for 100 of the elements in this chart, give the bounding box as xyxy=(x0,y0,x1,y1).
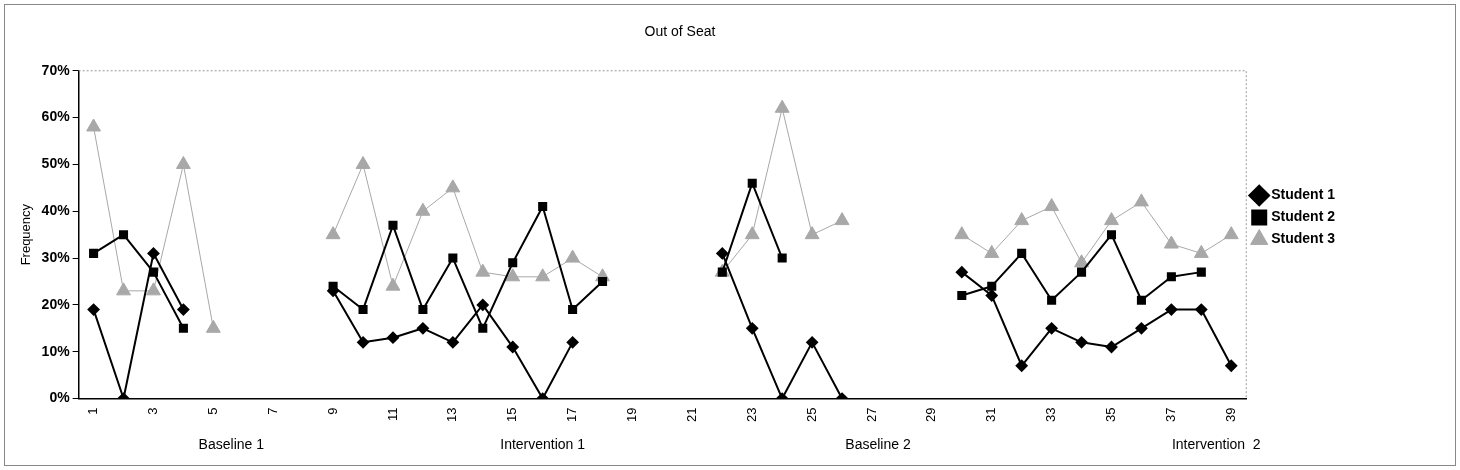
point xyxy=(716,247,729,260)
point xyxy=(1104,212,1119,226)
point xyxy=(1105,341,1118,354)
point xyxy=(505,268,521,282)
x-tick-label: 1 xyxy=(85,407,101,415)
point xyxy=(87,303,100,316)
point xyxy=(1015,359,1028,372)
point xyxy=(1135,322,1148,335)
point xyxy=(418,305,428,315)
y-tick-label: 70% xyxy=(41,61,71,78)
point xyxy=(1075,336,1088,349)
point xyxy=(147,247,160,260)
point xyxy=(1044,198,1060,212)
y-tick-label: 0% xyxy=(49,389,71,406)
point xyxy=(506,341,519,354)
x-tick-label: 9 xyxy=(324,407,340,415)
point xyxy=(355,155,371,169)
point xyxy=(1166,272,1176,282)
point xyxy=(806,336,819,349)
point xyxy=(415,202,431,216)
x-tick-label: 39 xyxy=(1222,407,1238,423)
point xyxy=(89,248,99,258)
x-tick-label: 33 xyxy=(1043,407,1059,423)
point xyxy=(416,322,429,335)
legend-label: Student 2 xyxy=(1271,208,1336,225)
x-tick-label: 37 xyxy=(1162,407,1178,423)
point xyxy=(1047,295,1057,305)
x-tick-label: 29 xyxy=(923,407,939,423)
y-tick-label: 10% xyxy=(41,342,71,359)
point xyxy=(538,202,548,212)
x-tick-label: 13 xyxy=(444,407,460,423)
point xyxy=(777,253,787,263)
x-tick-label: 17 xyxy=(564,407,580,423)
x-tick-label: 15 xyxy=(504,407,520,423)
x-tick-label: 21 xyxy=(683,407,699,423)
x-tick-label: 27 xyxy=(863,407,879,423)
y-tick-label: 60% xyxy=(41,108,71,125)
point xyxy=(1045,322,1058,335)
x-tick-label: 23 xyxy=(743,407,759,423)
point xyxy=(118,230,129,240)
point xyxy=(804,226,820,240)
point xyxy=(325,226,341,240)
x-tick-label: 3 xyxy=(145,407,161,415)
point xyxy=(1165,303,1178,316)
point xyxy=(445,179,461,193)
point xyxy=(1074,254,1089,268)
point xyxy=(116,282,131,296)
point xyxy=(1014,212,1030,226)
point xyxy=(358,305,368,315)
y-tick-label: 50% xyxy=(41,155,71,172)
y-tick-label: 20% xyxy=(41,295,71,312)
point xyxy=(598,276,608,287)
legend-label: Student 3 xyxy=(1271,230,1336,247)
point xyxy=(177,303,190,316)
point xyxy=(475,263,491,277)
point xyxy=(1106,230,1117,240)
y-tick-label: 30% xyxy=(41,248,71,265)
point xyxy=(1195,303,1208,316)
point xyxy=(955,266,968,279)
point xyxy=(954,226,970,240)
point xyxy=(386,331,399,344)
x-tick-label: 5 xyxy=(204,407,220,415)
point xyxy=(508,258,518,268)
x-tick-label: 31 xyxy=(983,407,999,423)
point xyxy=(178,323,188,333)
point xyxy=(385,277,401,291)
y-tick-label: 40% xyxy=(41,202,71,219)
text: Baseline 1 xyxy=(198,436,265,453)
point xyxy=(535,268,551,282)
point xyxy=(1193,244,1209,258)
point xyxy=(834,212,850,226)
text: Intervention 1 xyxy=(500,436,586,453)
point xyxy=(747,178,757,188)
point xyxy=(746,322,759,335)
x-tick-label: 25 xyxy=(803,407,819,423)
point xyxy=(357,336,370,349)
point xyxy=(146,282,161,296)
point xyxy=(1225,359,1238,372)
point xyxy=(448,253,458,263)
text: Baseline 2 xyxy=(845,436,911,453)
x-tick-label: 19 xyxy=(624,407,640,423)
point xyxy=(478,323,488,333)
point xyxy=(175,155,191,169)
point xyxy=(1196,267,1206,277)
point xyxy=(446,336,459,349)
legend-label: Student 1 xyxy=(1271,186,1336,203)
y-axis-title: Frequency xyxy=(18,203,34,266)
text: Intervention 2 xyxy=(1171,436,1261,453)
point xyxy=(568,305,578,315)
point xyxy=(984,244,1000,258)
point xyxy=(388,220,398,230)
point xyxy=(1223,226,1239,240)
x-tick-label: 35 xyxy=(1103,407,1119,423)
point xyxy=(1134,193,1149,207)
point xyxy=(565,249,581,263)
point xyxy=(957,291,967,301)
point xyxy=(566,336,579,349)
point xyxy=(1077,267,1087,277)
point xyxy=(744,226,760,240)
point xyxy=(774,99,790,113)
